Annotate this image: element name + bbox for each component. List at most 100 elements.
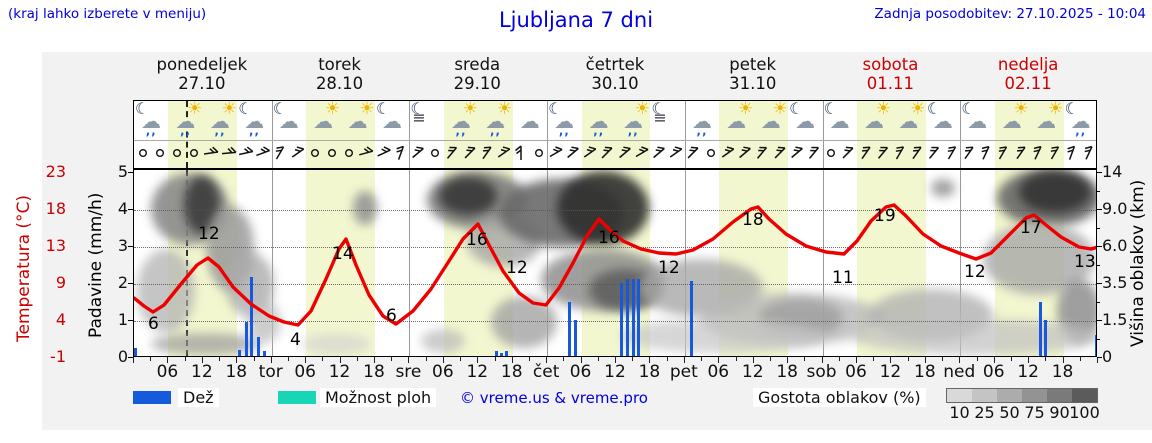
day-header-date: 31.10 [729,74,777,93]
daylight-band [443,101,513,168]
temp-tick-label: 4 [55,310,66,329]
rain-bar [250,277,253,356]
wind-barb-icon [994,144,1012,162]
hour-tick [597,357,599,361]
rain-glyph: ‚‚ [179,124,191,138]
day-header-date: 30.10 [591,74,639,93]
temp-value-label: 16 [598,228,620,248]
hour-tick [890,357,892,363]
hour-label: 12 [741,362,764,382]
temp-value-label: 18 [742,210,764,230]
hour-label: 18 [1051,362,1074,382]
rain-glyph: ‚‚ [145,124,157,138]
wind-barb-icon [805,144,823,162]
day-abbrev-label: pet [669,362,698,382]
hour-label: 12 [466,362,489,382]
weather-icon-sun-cloud: ☀ ☁ [719,101,753,140]
hour-tick [528,357,530,361]
cloud-scale-segment [1022,389,1047,402]
cloud-glyph: ☁ [829,109,850,133]
weather-icon-sun-cloud: ☀ ☁ [995,101,1029,140]
calm-wind-icon [340,144,358,162]
weather-icon-sun-cloud-rain: ☀ ☁ ‚‚ [478,100,513,140]
precip-tick [128,172,133,173]
cloud-density-label: Gostota oblakov (%) [753,388,926,407]
cloud-glyph: ☁ [209,109,230,133]
wind-barb-icon [857,144,875,162]
precip-tick-label: 1 [117,310,128,329]
daylight-band [581,101,651,168]
cloud-glyph: ☁ [519,109,540,133]
current-time-line [186,101,188,168]
precip-tick-label: 5 [117,162,128,181]
sun-glyph: ☀ [497,100,513,119]
weather-icon-sun-cloud-rain: ☀ ☁ ‚‚ [203,101,237,140]
temp-value-label: 13 [1074,252,1096,272]
temp-tick-label: 9 [55,273,66,292]
wind-barb-icon [736,144,754,162]
weather-icon-moon-cloud-rain: ☾ ☁ ‚‚ [547,101,581,140]
wind-barb-icon [616,144,634,162]
rain-glyph: ‚‚ [558,124,570,138]
sun-glyph: ☀ [875,100,891,119]
hour-tick [683,357,685,363]
rain-bar [1095,334,1096,356]
cloud-cover-blob [557,171,649,245]
hour-tick [856,357,857,363]
cloud-tick [1097,320,1102,321]
cloud-axis-label: Višina oblakov (km) [1128,179,1148,347]
cloud-glyph: ☁ [691,109,712,133]
sun-glyph: ☀ [1047,100,1064,119]
hour-label: 06 [294,362,316,382]
wind-barb-icon [753,144,771,162]
day-header-name: sreda [454,55,501,74]
wind-barb-icon [392,144,410,162]
wind-barb-icon [633,144,651,162]
rain-bar [257,336,260,356]
fog-glyph: ≡ [653,108,667,127]
hour-tick [787,357,789,363]
hour-label: 06 [432,362,454,382]
copyright-link[interactable]: © vreme.us & vreme.pro [460,389,648,407]
cloud-cover-blob [1019,171,1091,213]
wind-barb-icon [719,144,737,162]
wind-barb-icon [667,144,685,162]
rain-bar [568,301,571,356]
day-header-date: 28.10 [315,74,364,93]
cloud-glyph: ☁ [382,109,402,133]
wind-barb-icon [874,144,892,162]
precip-tick-label: 2 [117,273,128,292]
day-separator [271,101,273,168]
temp-value-label: 16 [466,230,488,250]
cloud-scale-segment [947,389,972,402]
wind-barb-icon [547,144,565,162]
wind-barb-icon [375,144,393,162]
rain-glyph: ‚‚ [489,124,501,138]
hour-tick [735,357,737,361]
cloud-scale-number: 90 [1049,403,1070,422]
hour-tick [580,357,582,363]
hour-tick [374,357,375,363]
precip-tick [128,283,133,284]
hour-tick [477,357,479,363]
weather-icon-moon-cloud: ☾ ☁ [788,101,822,140]
calm-wind-icon [530,144,548,162]
rain-bar [1044,320,1047,356]
daylight-band [306,101,375,168]
precip-tick [128,320,133,321]
temp-value-label: 6 [386,306,397,326]
cloud-glyph: ☁ [313,109,334,133]
hour-tick [305,357,307,363]
location-hint: (kraj lahko izberete v meniju) [8,6,207,22]
hour-tick [494,357,496,361]
cloud-glyph: ☁ [485,109,506,133]
hour-label: 12 [328,362,351,382]
wind-barb-icon [271,144,289,162]
hour-tick [322,357,324,361]
showers-legend-label: Možnost ploh [320,388,437,407]
wind-barb-icon [409,144,427,162]
hour-tick [133,357,134,363]
weather-icon-moon-cloud: ☾ ☁ [272,101,306,140]
page-title: Ljubljana 7 dni [498,8,654,32]
cloud-minor-tick [1097,301,1100,303]
